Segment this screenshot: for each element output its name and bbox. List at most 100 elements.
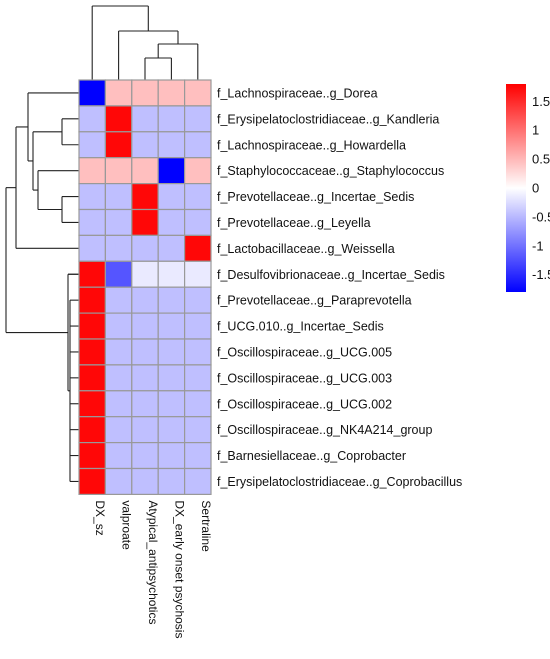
row-label: f_Barnesiellaceae..g_Coprobacter — [217, 449, 406, 463]
heatmap-cell — [131, 260, 159, 288]
heatmap-cells — [78, 79, 212, 495]
row-label: f_Desulfovibrionaceae..g_Incertae_Sedis — [217, 268, 445, 282]
colorbar-tick-label: 1 — [532, 123, 539, 138]
heatmap-cell — [157, 79, 186, 107]
heatmap-cell — [104, 157, 133, 185]
heatmap-cell — [78, 183, 106, 211]
heatmap-cell — [78, 208, 106, 236]
heatmap-cell — [78, 467, 106, 495]
heatmap-cell — [104, 390, 133, 418]
heatmap-cell — [131, 79, 159, 107]
heatmap-cell — [104, 467, 133, 495]
heatmap-cell — [78, 105, 106, 133]
heatmap-cell — [104, 105, 133, 133]
heatmap-cell — [157, 286, 186, 314]
row-dendrogram — [5, 92, 79, 483]
row-label: f_Erysipelatoclostridiaceae..g_Kandleria — [217, 112, 439, 126]
heatmap-cell — [184, 390, 212, 418]
column-dendrogram — [91, 5, 199, 80]
column-label: DX_sz — [93, 500, 107, 535]
heatmap-cell — [104, 79, 133, 107]
heatmap-cell — [157, 131, 186, 159]
heatmap-cell — [131, 390, 159, 418]
heatmap-cell — [104, 286, 133, 314]
row-label: f_Oscillospiraceae..g_UCG.003 — [217, 371, 392, 385]
colorbar-legend: 1.5 1 0.5 0 -0.5 -1 -1.5 — [506, 84, 550, 292]
heatmap-cell — [184, 442, 212, 470]
heatmap-cell — [78, 364, 106, 392]
heatmap-cell — [184, 338, 212, 366]
heatmap-cell — [184, 260, 212, 288]
colorbar-tick-label: -1.5 — [532, 267, 550, 282]
heatmap-cell — [78, 234, 106, 262]
row-label: f_Oscillospiraceae..g_UCG.002 — [217, 397, 392, 411]
heatmap-cell — [78, 312, 106, 340]
heatmap-cell — [104, 364, 133, 392]
colorbar-ticks: 1.5 1 0.5 0 -0.5 -1 -1.5 — [532, 94, 550, 282]
heatmap-cell — [184, 157, 212, 185]
heatmap-cell — [184, 286, 212, 314]
colorbar-tick-label: 1.5 — [532, 94, 550, 109]
heatmap-cell — [78, 338, 106, 366]
row-label: f_Lachnospiraceae..g_Dorea — [217, 86, 378, 100]
heatmap-cell — [184, 79, 212, 107]
heatmap-cell — [184, 208, 212, 236]
row-label: f_Lachnospiraceae..g_Howardella — [217, 138, 406, 152]
heatmap-cell — [184, 183, 212, 211]
heatmap-cell — [78, 157, 106, 185]
heatmap-cell — [157, 157, 186, 185]
heatmap-cell — [104, 338, 133, 366]
heatmap-cell — [78, 286, 106, 314]
heatmap-cell — [157, 105, 186, 133]
heatmap-cell — [184, 416, 212, 444]
heatmap-cell — [78, 131, 106, 159]
heatmap-cell — [78, 79, 106, 107]
column-label: DX_early onset psychosis — [172, 500, 186, 638]
heatmap-cell — [157, 312, 186, 340]
heatmap-cell — [104, 234, 133, 262]
row-labels: f_Lachnospiraceae..g_Dorea f_Erysipelatoc… — [217, 86, 462, 489]
heatmap-cell — [157, 338, 186, 366]
heatmap-cell — [184, 105, 212, 133]
column-label: Atypical_antipsychotics — [146, 500, 160, 624]
heatmap-cell — [157, 234, 186, 262]
heatmap-cell — [131, 364, 159, 392]
heatmap-cell — [131, 183, 159, 211]
heatmap-cell — [131, 467, 159, 495]
colorbar-tick-label: 0.5 — [532, 152, 550, 167]
heatmap-cell — [157, 183, 186, 211]
heatmap-cell — [78, 390, 106, 418]
heatmap-cell — [78, 260, 106, 288]
heatmap-cell — [184, 467, 212, 495]
heatmap-cell — [104, 183, 133, 211]
heatmap-cell — [131, 338, 159, 366]
heatmap-cell — [184, 131, 212, 159]
heatmap-cell — [131, 208, 159, 236]
row-label: f_Prevotellaceae..g_Incertae_Sedis — [217, 190, 414, 204]
row-label: f_Prevotellaceae..g_Leyella — [217, 216, 371, 230]
heatmap-cell — [157, 364, 186, 392]
heatmap-cell — [104, 208, 133, 236]
heatmap-cell — [131, 286, 159, 314]
column-labels: DX_sz valproate Atypical_antipsychotics DX_… — [93, 500, 213, 638]
row-label: f_UCG.010..g_Incertae_Sedis — [217, 320, 384, 334]
heatmap-cell — [104, 312, 133, 340]
column-label: valproate — [120, 500, 134, 550]
row-label: f_Staphylococcaceae..g_Staphylococcus — [217, 164, 444, 178]
colorbar-tick-label: -1 — [532, 238, 544, 253]
heatmap-cell — [131, 105, 159, 133]
heatmap-cell — [131, 234, 159, 262]
heatmap-cell — [78, 416, 106, 444]
row-label: f_Oscillospiraceae..g_UCG.005 — [217, 345, 392, 359]
heatmap-cell — [131, 416, 159, 444]
row-label: f_Erysipelatoclostridiaceae..g_Coprobaci… — [217, 475, 462, 489]
heatmap-cell — [157, 390, 186, 418]
heatmap-cell — [184, 312, 212, 340]
row-label: f_Oscillospiraceae..g_NK4A214_group — [217, 423, 432, 437]
heatmap-cell — [157, 467, 186, 495]
heatmap-cell — [104, 260, 133, 288]
heatmap-cell — [157, 442, 186, 470]
heatmap-cell — [157, 260, 186, 288]
heatmap-cell — [131, 442, 159, 470]
